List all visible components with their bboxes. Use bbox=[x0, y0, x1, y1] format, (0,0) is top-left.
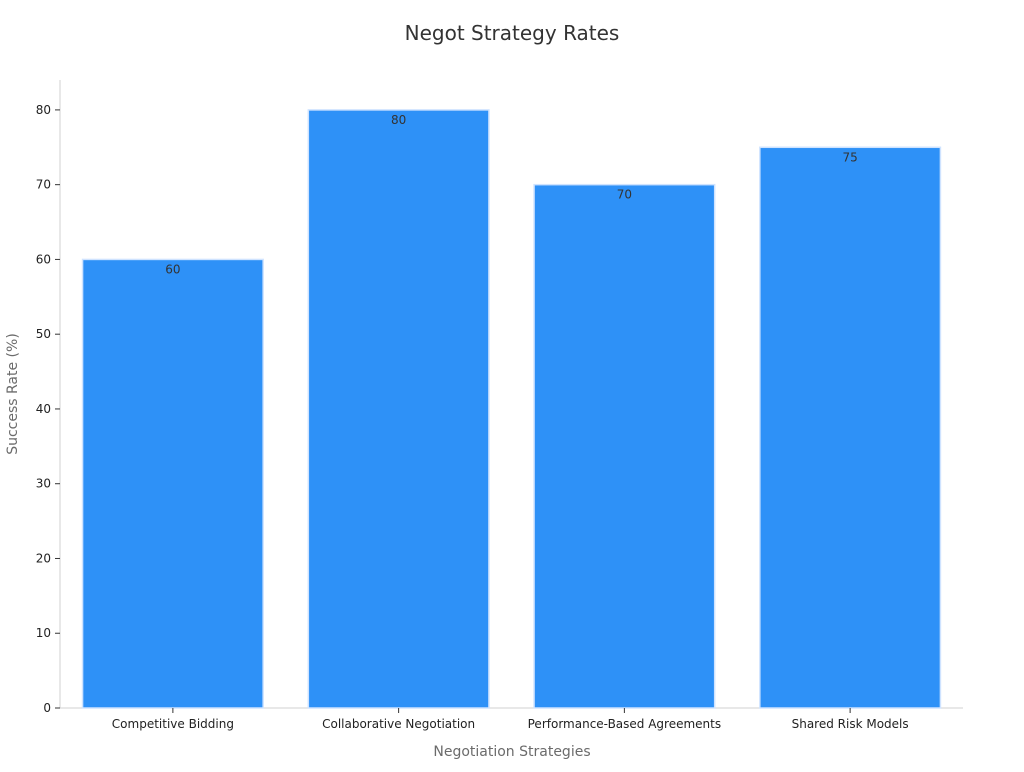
x-tick-label: Shared Risk Models bbox=[792, 717, 909, 731]
x-tick-label: Collaborative Negotiation bbox=[322, 717, 475, 731]
bar bbox=[307, 109, 490, 709]
y-tick-label: 40 bbox=[36, 402, 51, 416]
y-tick-label: 30 bbox=[36, 477, 51, 491]
x-axis-ticks: Competitive Bidding Collaborative Negotia… bbox=[112, 708, 909, 731]
y-tick-label: 80 bbox=[36, 103, 51, 117]
y-axis-ticks: 0 10 20 30 40 50 60 70 80 bbox=[36, 103, 60, 715]
bar bbox=[759, 146, 942, 709]
y-tick-label: 60 bbox=[36, 252, 51, 266]
bar bbox=[533, 183, 716, 709]
x-axis-title: Negotiation Strategies bbox=[433, 744, 590, 760]
chart-title: Negot Strategy Rates bbox=[405, 21, 620, 45]
bar bbox=[81, 258, 264, 709]
y-tick-label: 10 bbox=[36, 626, 51, 640]
bar-value-label: 70 bbox=[617, 188, 632, 202]
y-tick-label: 20 bbox=[36, 551, 51, 565]
bar-value-label: 80 bbox=[391, 113, 406, 127]
x-tick-label: Performance-Based Agreements bbox=[528, 717, 722, 731]
y-tick-label: 70 bbox=[36, 178, 51, 192]
x-tick-label: Competitive Bidding bbox=[112, 717, 234, 731]
y-tick-label: 0 bbox=[43, 701, 51, 715]
y-tick-label: 50 bbox=[36, 327, 51, 341]
bars-group: 60 80 70 75 bbox=[81, 109, 942, 709]
bar-value-label: 75 bbox=[842, 150, 857, 164]
y-axis-title: Success Rate (%) bbox=[5, 333, 21, 455]
bar-value-label: 60 bbox=[165, 262, 180, 276]
